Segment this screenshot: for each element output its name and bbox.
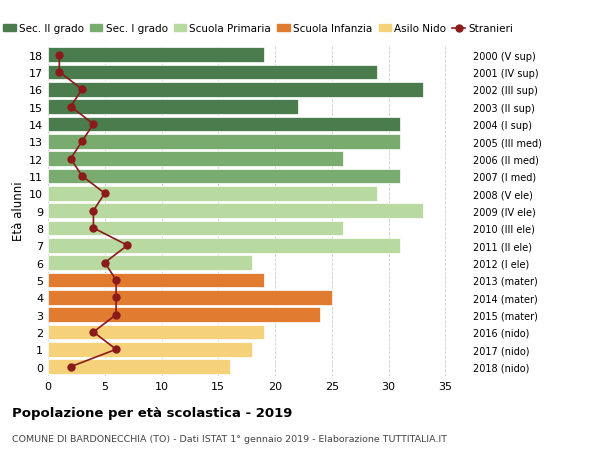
Point <box>55 69 64 76</box>
Bar <box>48 256 253 270</box>
Point <box>89 121 98 129</box>
Bar <box>48 238 400 253</box>
Bar <box>48 152 343 167</box>
Bar <box>48 221 343 236</box>
Bar <box>48 83 422 97</box>
Point <box>77 173 87 180</box>
Bar <box>48 48 263 63</box>
Point <box>112 311 121 319</box>
Point <box>89 207 98 215</box>
Point <box>89 225 98 232</box>
Bar <box>48 204 422 218</box>
Point <box>77 138 87 146</box>
Point <box>100 259 110 267</box>
Bar <box>48 290 332 305</box>
Point <box>122 242 132 249</box>
Point <box>66 104 76 111</box>
Point <box>89 329 98 336</box>
Point <box>112 346 121 353</box>
Y-axis label: Età alunni: Età alunni <box>12 181 25 241</box>
Point <box>66 363 76 370</box>
Point <box>112 294 121 301</box>
Bar <box>48 342 253 357</box>
Bar <box>48 100 298 115</box>
Bar <box>48 273 263 288</box>
Bar <box>48 359 230 374</box>
Bar <box>48 186 377 201</box>
Bar <box>48 117 400 132</box>
Bar <box>48 134 400 149</box>
Legend: Sec. II grado, Sec. I grado, Scuola Primaria, Scuola Infanzia, Asilo Nido, Stran: Sec. II grado, Sec. I grado, Scuola Prim… <box>3 24 513 34</box>
Bar <box>48 65 377 80</box>
Point <box>100 190 110 197</box>
Point <box>77 86 87 94</box>
Text: Popolazione per età scolastica - 2019: Popolazione per età scolastica - 2019 <box>12 406 292 419</box>
Point <box>112 277 121 284</box>
Point <box>55 52 64 59</box>
Text: COMUNE DI BARDONECCHIA (TO) - Dati ISTAT 1° gennaio 2019 - Elaborazione TUTTITAL: COMUNE DI BARDONECCHIA (TO) - Dati ISTAT… <box>12 434 447 443</box>
Bar <box>48 325 263 340</box>
Bar <box>48 169 400 184</box>
Bar <box>48 308 320 322</box>
Point <box>66 156 76 163</box>
